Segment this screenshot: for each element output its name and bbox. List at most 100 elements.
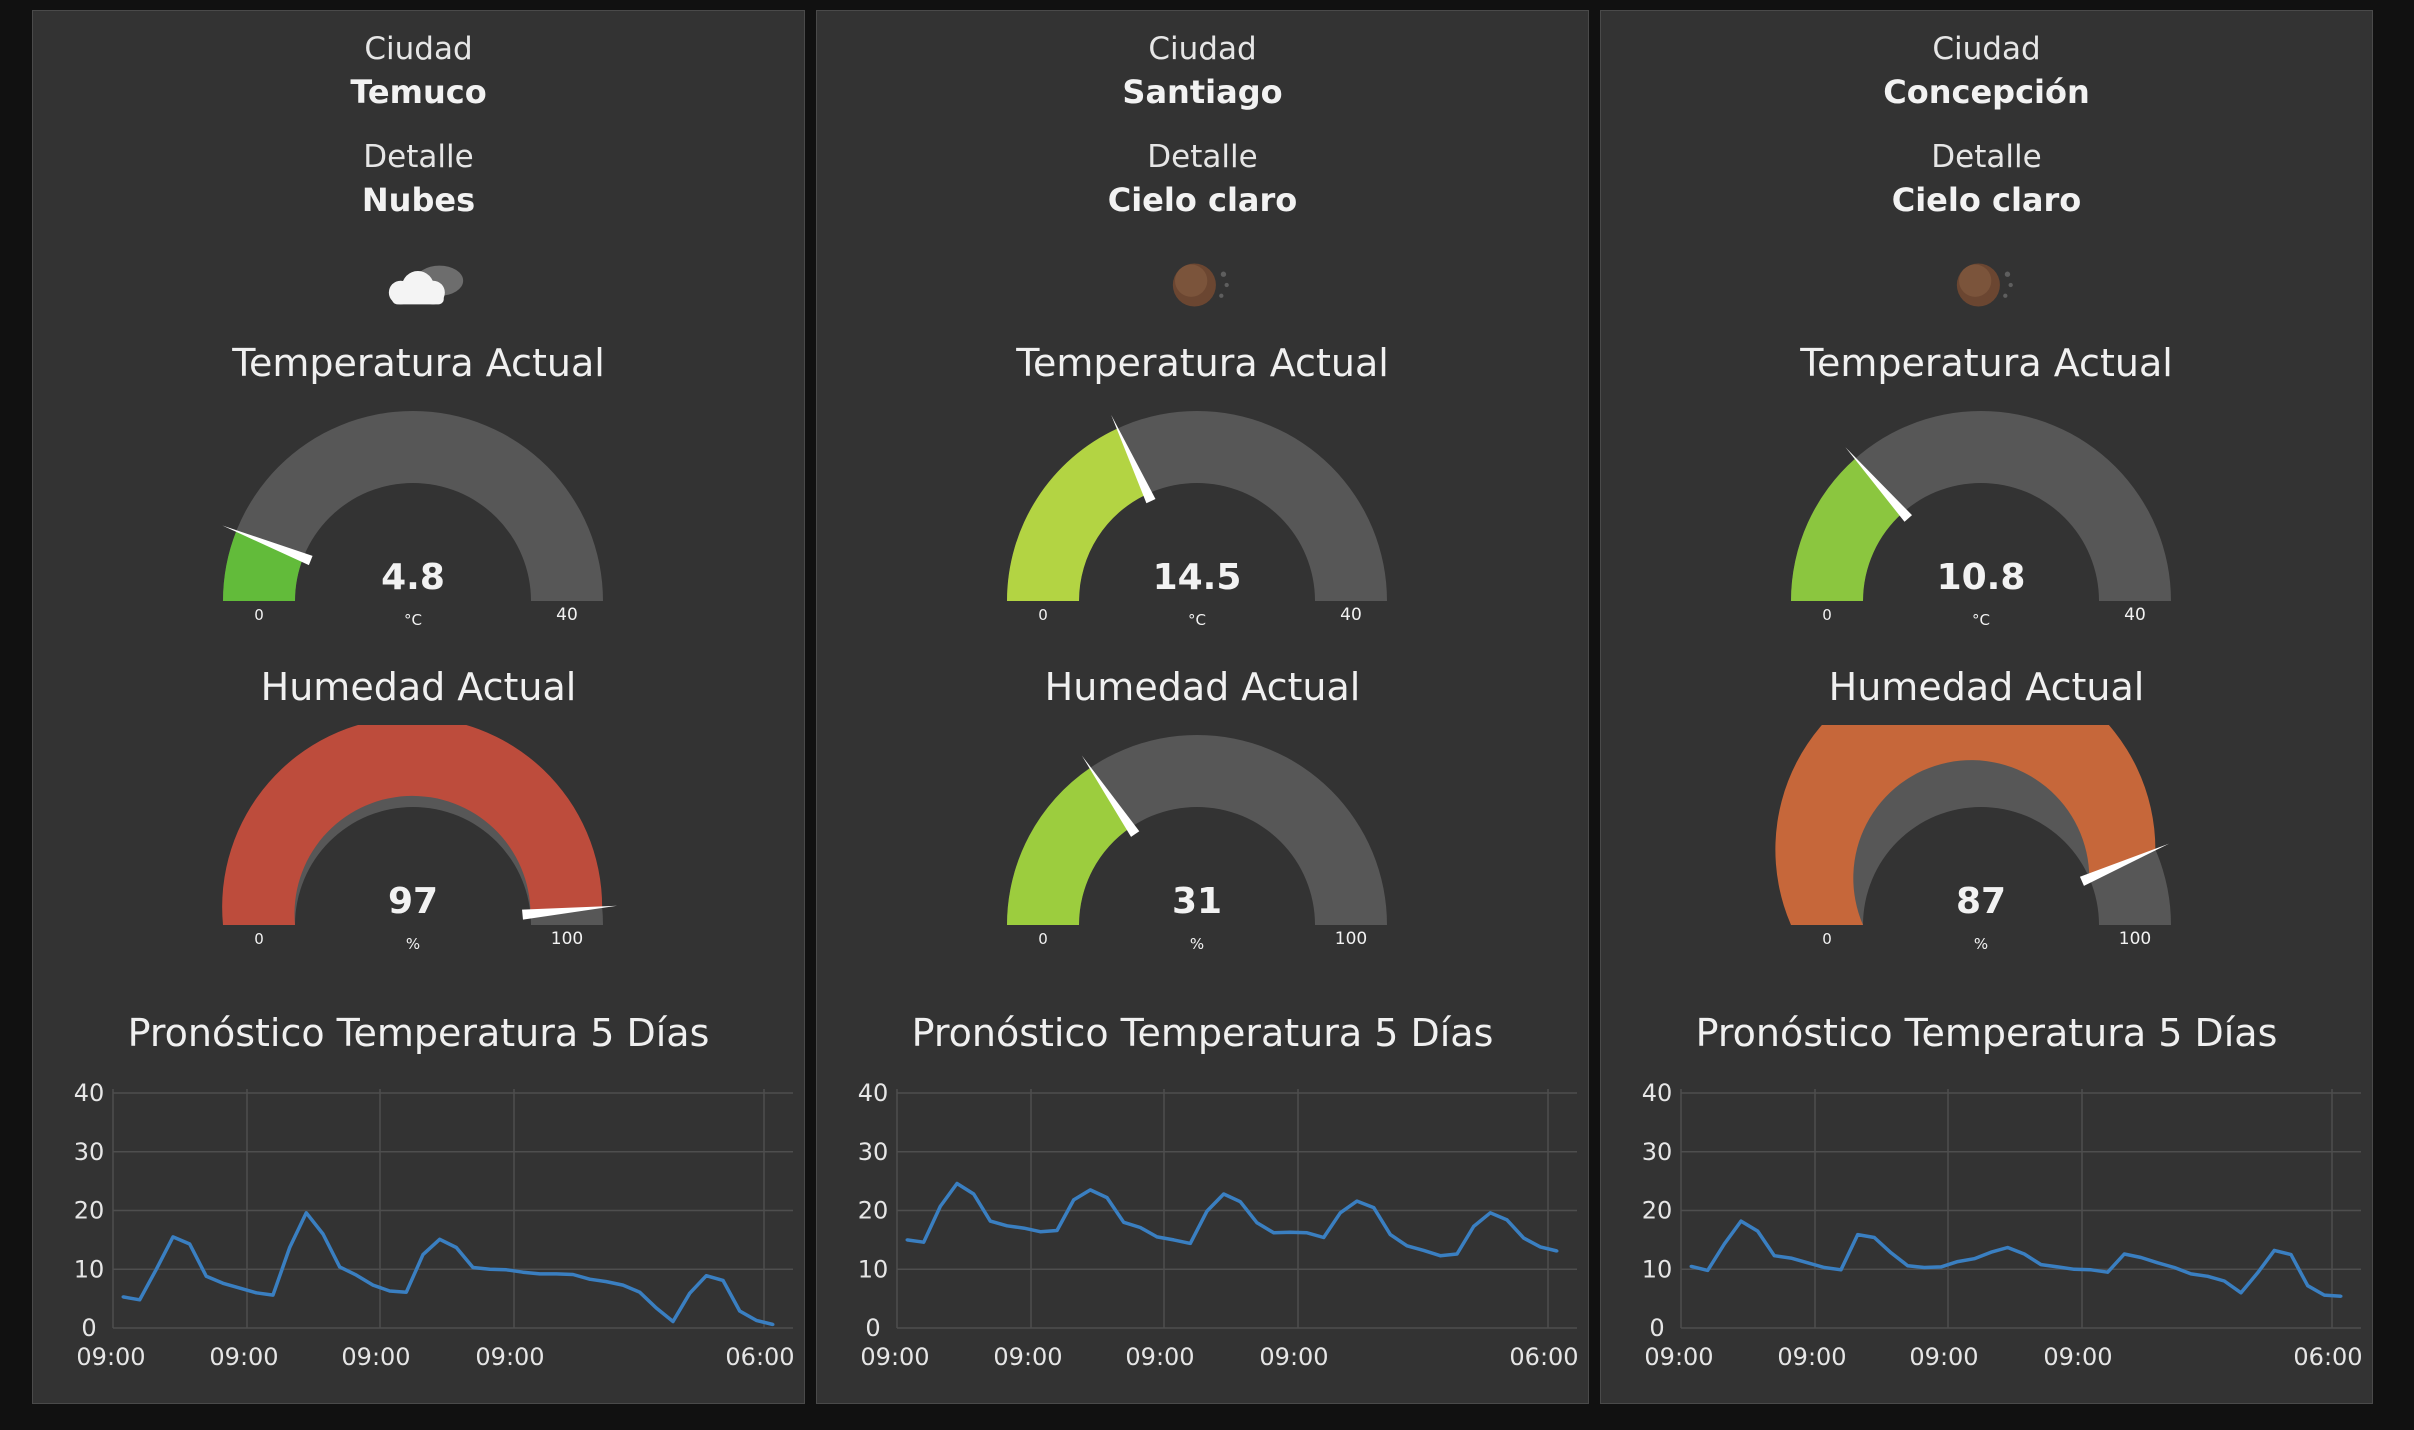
chart-point: [671, 1320, 675, 1324]
chart-point: [221, 1281, 225, 1285]
chart-point: [1472, 1224, 1476, 1228]
temperature-min-label: 0: [1038, 606, 1048, 624]
chart-point: [604, 1280, 608, 1284]
chart-point: [1422, 1248, 1426, 1252]
chart-point: [254, 1291, 258, 1295]
chart-x-tick-label: 09:00: [209, 1343, 278, 1371]
chart-y-tick-label: 0: [81, 1314, 96, 1342]
chart-point: [1972, 1257, 1976, 1261]
chart-point: [2039, 1263, 2043, 1267]
chart-point: [704, 1274, 708, 1278]
chart-point: [1205, 1209, 1209, 1213]
chart-point: [2206, 1274, 2210, 1278]
chart-point: [988, 1219, 992, 1223]
chart-x-tick-label: 09:00: [475, 1343, 544, 1371]
chart-point: [1288, 1230, 1292, 1234]
clouds-icon: [388, 265, 463, 305]
chart-point: [1305, 1231, 1309, 1235]
chart-point: [1989, 1250, 1993, 1254]
chart-point: [2122, 1252, 2126, 1256]
chart-point: [1222, 1192, 1226, 1196]
chart-point: [1906, 1264, 1910, 1268]
chart-point: [2272, 1248, 2276, 1252]
chart-y-tick-label: 40: [858, 1079, 889, 1107]
chart-x-tick-label: 06:00: [1509, 1343, 1578, 1371]
chart-point: [321, 1232, 325, 1236]
chart-point: [2089, 1268, 2093, 1272]
chart-point: [1722, 1242, 1726, 1246]
chart-series-line: [906, 1181, 1558, 1258]
chart-y-tick-label: 30: [858, 1138, 889, 1166]
humidity-gauge-fill: [222, 725, 603, 925]
chart-point: [2306, 1284, 2310, 1288]
chart-point: [1522, 1236, 1526, 1240]
chart-point: [1455, 1252, 1459, 1256]
humidity-gauge: 87% 0 100: [1775, 725, 2171, 953]
chart-point: [1005, 1224, 1009, 1228]
detail-value: Nubes: [361, 181, 476, 219]
detail-label: Detalle: [363, 139, 474, 175]
temperature-gauge-needle: [222, 525, 313, 566]
chart-point: [438, 1237, 442, 1241]
chart-point: [1272, 1231, 1276, 1235]
chart-point: [2156, 1261, 2160, 1265]
chart-x-tick-label: 09:00: [76, 1343, 145, 1371]
humidity-value: 31: [1172, 881, 1222, 922]
humidity-value: 87: [1956, 881, 2006, 922]
city-name: Temuco: [350, 73, 487, 111]
detail-value: Cielo claro: [1891, 181, 2082, 219]
chart-point: [1922, 1265, 1926, 1269]
chart-point: [1372, 1206, 1376, 1210]
temperature-unit: °C: [1188, 611, 1206, 629]
humidity-gauge: 97% 0 100: [222, 725, 618, 953]
chart-point: [2189, 1272, 2193, 1276]
city-label: Ciudad: [1148, 31, 1257, 67]
chart-point: [121, 1295, 125, 1299]
chart-point: [2006, 1246, 2010, 1250]
chart-point: [1038, 1230, 1042, 1234]
chart-point: [721, 1278, 725, 1282]
temperature-max-label: 40: [1340, 605, 1362, 625]
chart-y-tick-label: 20: [1642, 1197, 1673, 1225]
chart-point: [504, 1268, 508, 1272]
chart-point: [2239, 1291, 2243, 1295]
chart-y-tick-label: 0: [865, 1314, 880, 1342]
chart-series-line: [122, 1211, 774, 1327]
chart-point: [571, 1273, 575, 1277]
moon-icon: [1956, 263, 2013, 307]
chart-point: [2289, 1253, 2293, 1257]
chart-point: [138, 1298, 142, 1302]
chart-point: [1355, 1199, 1359, 1203]
chart-point: [271, 1293, 275, 1297]
temperature-value: 10.8: [1937, 557, 2026, 598]
chart-y-tick-label: 10: [1642, 1255, 1673, 1283]
chart-point: [1956, 1260, 1960, 1264]
temperature-gauge: 14.5 °C 0 40: [1007, 411, 1387, 629]
humidity-title: Humedad Actual: [260, 665, 577, 709]
temperature-max-label: 40: [556, 605, 578, 625]
temperature-min-label: 0: [1822, 606, 1832, 624]
chart-point: [1739, 1219, 1743, 1223]
temperature-gauge-track: [1791, 411, 2171, 601]
humidity-gauge-fill: [1007, 767, 1131, 925]
forecast-title: Pronóstico Temperatura 5 Días: [127, 1011, 710, 1055]
chart-series-line: [1690, 1219, 2342, 1299]
temperature-min-label: 0: [254, 606, 264, 624]
chart-x-tick-label: 09:00: [860, 1343, 929, 1371]
chart-point: [1555, 1249, 1559, 1253]
chart-point: [1088, 1188, 1092, 1192]
chart-y-tick-label: 40: [74, 1079, 105, 1107]
humidity-unit: %: [1190, 935, 1204, 953]
chart-point: [1939, 1265, 1943, 1269]
temperature-gauge-track: [223, 411, 603, 601]
forecast-title: Pronóstico Temperatura 5 Días: [911, 1011, 1494, 1055]
chart-point: [1889, 1251, 1893, 1255]
chart-point: [1438, 1254, 1442, 1258]
forecast-chart: 0 10 20 30 40 09:00 09:00 09:00 09:00 06:00: [858, 1079, 1579, 1371]
chart-point: [521, 1270, 525, 1274]
humidity-gauge-needle: [1081, 755, 1140, 837]
chart-point: [2256, 1271, 2260, 1275]
chart-point: [588, 1277, 592, 1281]
chart-point: [754, 1318, 758, 1322]
city-card-1: Ciudad Santiago Detalle Cielo claro Temperat…: [816, 10, 1589, 1404]
